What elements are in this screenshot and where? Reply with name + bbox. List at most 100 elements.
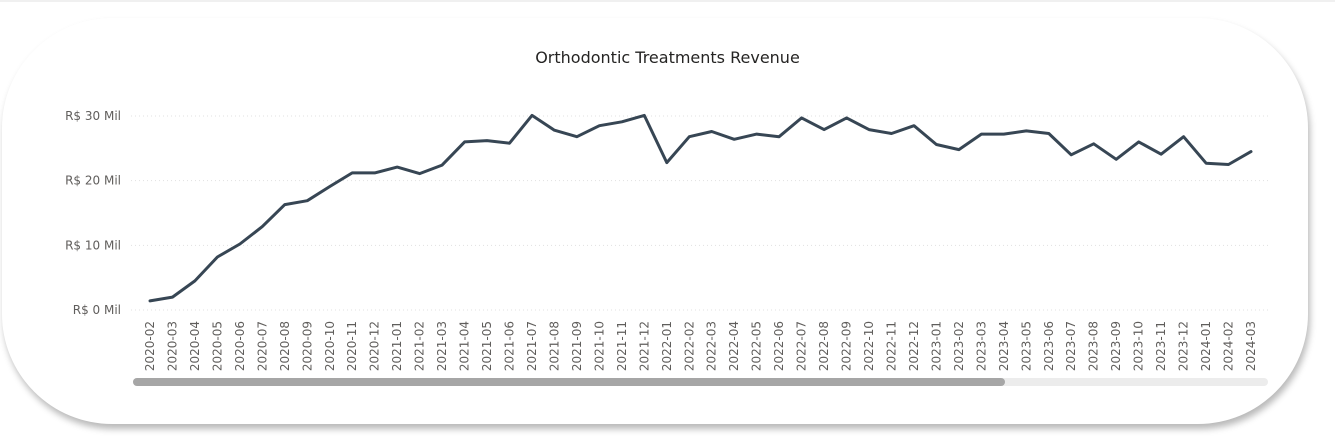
x-tick-label: 2020-04 bbox=[188, 321, 202, 371]
data-point[interactable] bbox=[237, 241, 243, 247]
x-tick-label: 2023-03 bbox=[974, 321, 988, 371]
data-point[interactable] bbox=[304, 198, 310, 204]
x-axis-ticks: 2020-02 2020-03 2020-04 2020-05 2020-06 2020-… bbox=[143, 321, 1258, 371]
top-border bbox=[0, 0, 1335, 2]
data-point[interactable] bbox=[1158, 151, 1164, 157]
y-tick-label: R$ 30 Mil bbox=[65, 109, 121, 123]
data-point[interactable] bbox=[619, 119, 625, 125]
data-point[interactable] bbox=[529, 112, 535, 118]
x-tick-label: 2022-01 bbox=[660, 321, 674, 371]
data-point[interactable] bbox=[439, 162, 445, 168]
data-point[interactable] bbox=[507, 140, 513, 146]
x-tick-label: 2021-01 bbox=[390, 321, 404, 371]
data-point[interactable] bbox=[956, 147, 962, 153]
x-tick-label: 2021-12 bbox=[637, 321, 651, 371]
data-point[interactable] bbox=[1023, 128, 1029, 134]
x-tick-label: 2022-02 bbox=[682, 321, 696, 371]
x-tick-label: 2023-12 bbox=[1177, 321, 1191, 371]
data-point[interactable] bbox=[417, 171, 423, 177]
revenue-line[interactable] bbox=[148, 113, 1253, 303]
x-tick-label: 2023-04 bbox=[997, 321, 1011, 371]
x-tick-label: 2023-06 bbox=[1042, 321, 1056, 371]
data-point[interactable] bbox=[844, 115, 850, 121]
x-tick-label: 2023-11 bbox=[1154, 321, 1168, 371]
data-point[interactable] bbox=[686, 134, 692, 140]
x-tick-label: 2022-10 bbox=[862, 321, 876, 371]
data-point[interactable] bbox=[1226, 162, 1232, 168]
x-tick-label: 2023-07 bbox=[1064, 321, 1078, 371]
x-tick-label: 2021-03 bbox=[435, 321, 449, 371]
data-point[interactable] bbox=[978, 131, 984, 137]
data-point[interactable] bbox=[259, 224, 265, 230]
horizontal-scrollbar-thumb[interactable] bbox=[133, 378, 1005, 386]
data-point[interactable] bbox=[1113, 156, 1119, 162]
data-point[interactable] bbox=[327, 184, 333, 190]
data-point[interactable] bbox=[551, 127, 557, 133]
x-tick-label: 2022-12 bbox=[907, 321, 921, 371]
x-tick-label: 2022-11 bbox=[884, 321, 898, 371]
data-point[interactable] bbox=[214, 254, 220, 260]
data-point[interactable] bbox=[1091, 141, 1097, 147]
data-point[interactable] bbox=[170, 294, 176, 300]
x-tick-label: 2023-10 bbox=[1132, 321, 1146, 371]
x-tick-label: 2023-01 bbox=[929, 321, 943, 371]
data-point[interactable] bbox=[889, 131, 895, 137]
gridlines bbox=[131, 115, 1270, 311]
data-point[interactable] bbox=[1181, 134, 1187, 140]
data-point[interactable] bbox=[1001, 131, 1007, 137]
x-tick-label: 2023-02 bbox=[952, 321, 966, 371]
x-tick-label: 2020-05 bbox=[210, 321, 224, 371]
x-tick-label: 2021-02 bbox=[413, 321, 427, 371]
data-point[interactable] bbox=[821, 127, 827, 133]
data-point[interactable] bbox=[1046, 131, 1052, 137]
x-tick-label: 2020-11 bbox=[345, 321, 359, 371]
data-point[interactable] bbox=[349, 170, 355, 176]
data-point[interactable] bbox=[1068, 152, 1074, 158]
x-tick-label: 2020-08 bbox=[278, 321, 292, 371]
data-point[interactable] bbox=[866, 127, 872, 133]
data-point[interactable] bbox=[372, 170, 378, 176]
x-tick-label: 2021-06 bbox=[503, 321, 517, 371]
x-tick-label: 2022-03 bbox=[705, 321, 719, 371]
data-point[interactable] bbox=[664, 160, 670, 166]
data-point[interactable] bbox=[462, 139, 468, 145]
series-layer bbox=[147, 112, 1254, 304]
data-point[interactable] bbox=[1248, 149, 1254, 155]
data-point[interactable] bbox=[641, 112, 647, 118]
x-tick-label: 2020-07 bbox=[255, 321, 269, 371]
x-tick-label: 2020-12 bbox=[368, 321, 382, 371]
data-point[interactable] bbox=[754, 131, 760, 137]
data-point[interactable] bbox=[596, 123, 602, 129]
x-tick-label: 2021-04 bbox=[458, 321, 472, 371]
data-point[interactable] bbox=[147, 298, 153, 304]
x-tick-label: 2021-09 bbox=[570, 321, 584, 371]
x-tick-label: 2022-04 bbox=[727, 321, 741, 371]
data-point[interactable] bbox=[1203, 160, 1209, 166]
x-tick-label: 2021-07 bbox=[525, 321, 539, 371]
data-point[interactable] bbox=[192, 278, 198, 284]
x-tick-label: 2020-09 bbox=[300, 321, 314, 371]
x-tick-label: 2023-08 bbox=[1087, 321, 1101, 371]
x-tick-label: 2023-05 bbox=[1019, 321, 1033, 371]
x-tick-label: 2024-03 bbox=[1244, 321, 1258, 371]
data-point[interactable] bbox=[709, 129, 715, 135]
x-tick-label: 2021-11 bbox=[615, 321, 629, 371]
data-point[interactable] bbox=[484, 138, 490, 144]
data-point[interactable] bbox=[574, 134, 580, 140]
data-point[interactable] bbox=[799, 115, 805, 121]
y-axis-ticks: R$ 0 Mil R$ 10 Mil R$ 20 Mil R$ 30 Mil bbox=[65, 109, 121, 317]
data-point[interactable] bbox=[282, 202, 288, 208]
x-tick-label: 2022-08 bbox=[817, 321, 831, 371]
data-point[interactable] bbox=[776, 134, 782, 140]
data-point[interactable] bbox=[911, 123, 917, 129]
chart-title: Orthodontic Treatments Revenue bbox=[535, 48, 800, 67]
x-tick-label: 2021-10 bbox=[592, 321, 606, 371]
y-tick-label: R$ 20 Mil bbox=[65, 174, 121, 188]
x-tick-label: 2021-08 bbox=[547, 321, 561, 371]
x-tick-label: 2020-03 bbox=[165, 321, 179, 371]
data-point[interactable] bbox=[394, 164, 400, 170]
data-point[interactable] bbox=[1136, 139, 1142, 145]
data-point[interactable] bbox=[933, 142, 939, 148]
data-point[interactable] bbox=[731, 136, 737, 142]
x-tick-label: 2024-01 bbox=[1199, 321, 1213, 371]
